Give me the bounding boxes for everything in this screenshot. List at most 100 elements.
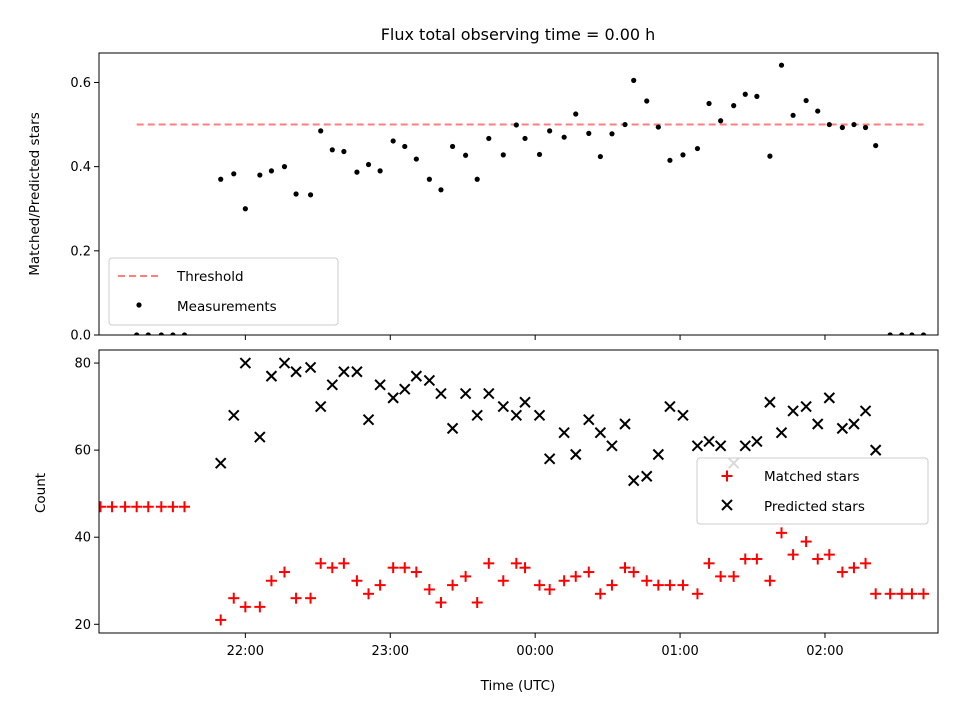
measurement-point — [500, 152, 506, 158]
matched-star-point — [836, 566, 848, 578]
measurement-point — [706, 100, 712, 107]
x-tick-label: 02:00 — [806, 644, 843, 659]
predicted-star-point — [290, 366, 302, 378]
matched-star-point — [860, 557, 872, 569]
x-tick-label: 22:00 — [227, 644, 264, 659]
predicted-star-point — [558, 427, 570, 439]
matched-star-point — [896, 588, 908, 600]
matched-star-point — [142, 501, 154, 513]
matched-star-point — [228, 592, 240, 604]
measurement-point — [341, 148, 347, 155]
top-y-axis-label: Matched/Predicted stars — [27, 112, 43, 275]
measurement-point — [909, 332, 915, 335]
measurement-point — [536, 151, 543, 158]
measurement-point — [547, 128, 553, 134]
measurement-point — [242, 206, 248, 212]
measurement-point — [803, 97, 809, 104]
measurement-point — [655, 124, 661, 130]
matched-star-point — [534, 579, 546, 591]
predicted-star-point — [652, 448, 665, 461]
bottom-y-axis-label: Count — [33, 473, 49, 513]
matched-star-point — [239, 601, 251, 613]
matched-star-point — [326, 562, 338, 574]
measurement-point — [778, 62, 785, 68]
measurement-point — [329, 147, 335, 153]
matched-star-point — [131, 501, 143, 513]
measurement-point — [231, 171, 237, 177]
predicted-star-point — [228, 409, 240, 422]
measurement-point — [631, 77, 637, 83]
measurement-point — [438, 187, 444, 193]
predicted-star-point — [677, 409, 689, 422]
count-plot: 20 40 60 80 22:00 23:00 00:00 01:00 02:00 Matched… — [74, 349, 939, 659]
measurement-point — [586, 130, 592, 136]
measurement-point — [307, 192, 314, 198]
matched-star-point — [594, 588, 606, 600]
predicted-star-point — [215, 457, 227, 469]
matched-star-point — [823, 549, 835, 561]
predicted-star-point — [519, 396, 531, 408]
predicted-star-point — [583, 413, 595, 426]
measurement-point — [158, 332, 164, 335]
measurement-point — [609, 131, 615, 137]
matched-star-point — [628, 566, 640, 578]
measurement-point — [680, 152, 686, 158]
measurement-point — [170, 332, 176, 335]
predicted-star-point — [859, 405, 872, 417]
legend-threshold-label: Threshold — [176, 269, 244, 285]
legend-matched-swatch — [721, 470, 733, 482]
measurement-point — [522, 135, 528, 142]
measurement-point — [839, 124, 845, 131]
x-tick-label: 01:00 — [661, 644, 698, 659]
predicted-star-point — [543, 453, 556, 465]
predicted-star-point — [254, 431, 266, 443]
matched-star-point — [155, 501, 167, 513]
predicted-star-point — [606, 440, 618, 452]
measurement-point — [573, 111, 579, 117]
matched-star-point — [703, 557, 715, 569]
matched-star-point — [918, 588, 930, 600]
measurement-point — [597, 153, 603, 160]
matched-star-point — [664, 579, 676, 591]
matched-star-point — [641, 575, 653, 587]
matched-star-point — [606, 579, 618, 591]
x-tick-label: 23:00 — [372, 644, 409, 659]
predicted-star-point — [410, 370, 423, 382]
measurement-point — [486, 135, 492, 142]
measurement-point — [754, 93, 760, 99]
y-tick-label: 0.4 — [70, 160, 91, 175]
predicted-star-point — [510, 409, 523, 422]
predicted-star-point — [764, 396, 776, 408]
predicted-star-point — [435, 387, 447, 400]
legend-predicted-label: Predicted stars — [764, 499, 865, 515]
matched-star-point — [305, 592, 317, 604]
predicted-star-point — [800, 400, 812, 413]
measurement-point — [667, 157, 673, 163]
predicted-star-point — [423, 374, 436, 387]
chart-title: Flux total observing time = 0.00 h — [381, 25, 656, 44]
matched-star-point — [764, 575, 776, 587]
matched-star-point — [544, 583, 556, 595]
matched-star-point — [460, 570, 472, 582]
y-tick-label: 60 — [74, 444, 91, 459]
measurement-point — [377, 168, 383, 174]
predicted-star-point — [848, 418, 860, 430]
measurement-point — [268, 168, 275, 174]
predicted-star-point — [823, 392, 836, 404]
matched-star-point — [558, 575, 570, 587]
predicted-star-point — [627, 474, 640, 487]
matched-star-point — [387, 562, 399, 574]
measurement-point — [513, 122, 519, 128]
predicted-star-point — [351, 366, 363, 378]
measurement-point — [426, 176, 432, 182]
measurement-point — [145, 332, 151, 335]
predicted-star-point — [483, 387, 495, 400]
matched-star-point — [570, 570, 582, 582]
matched-star-point — [167, 501, 179, 513]
matched-star-point — [423, 583, 435, 595]
predicted-star-point — [459, 387, 472, 400]
y-tick-label: 0.0 — [70, 329, 91, 344]
predicted-star-point — [533, 409, 546, 422]
matched-star-point — [715, 570, 727, 582]
